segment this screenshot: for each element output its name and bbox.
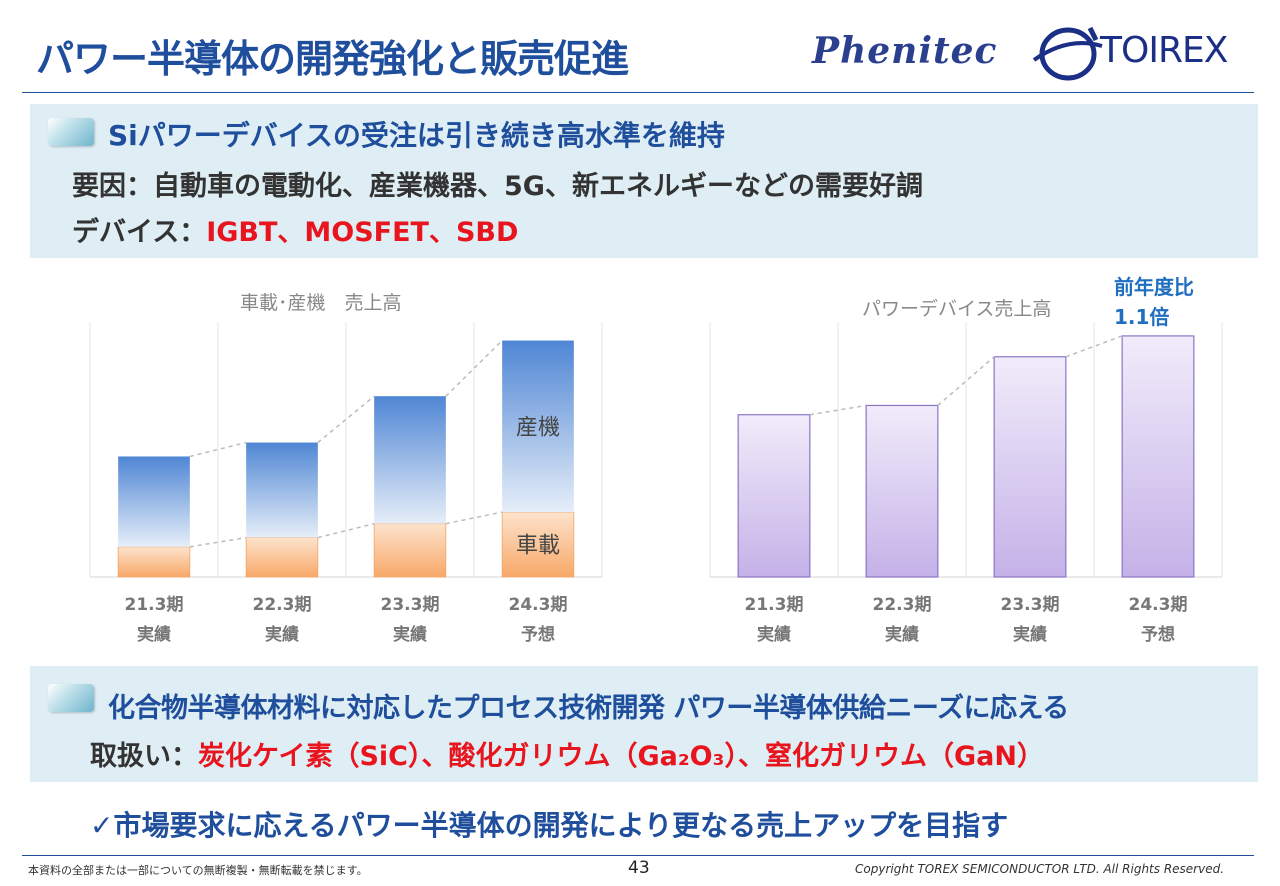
device-text: IGBT、MOSFET、SBD: [206, 217, 519, 248]
series-label-shaki: 車載: [516, 534, 560, 559]
chart-2-title: パワーデバイス売上高: [862, 298, 1052, 320]
tick-status: 予想: [521, 625, 555, 645]
page-title: パワー半導体の開発強化と販売促進: [36, 37, 629, 81]
section-1-box: [30, 104, 1258, 258]
tick-label: 21.3期実績: [719, 590, 829, 650]
section-1-heading: Siパワーデバイスの受注は引き続き高水準を維持: [108, 119, 725, 152]
tick-period: 24.3期: [508, 595, 568, 615]
phenitec-logo: Phenitec: [812, 30, 998, 72]
connector-line: [809, 404, 867, 416]
device-line: デバイス：IGBT、MOSFET、SBD: [72, 210, 518, 249]
copy-notice: 本資料の全部または一部についての無断複製・無断転載を禁じます。: [28, 864, 368, 877]
connector-line: [317, 522, 375, 539]
tick-status: 実績: [265, 625, 299, 645]
bar-shaki: [117, 546, 191, 578]
chart-2: [709, 322, 1223, 578]
handling-text: 炭化ケイ素（SiC）、酸化ガリウム（Ga₂O₃）、窒化ガリウム（GaN）: [198, 741, 1044, 772]
bar-sanki: [246, 442, 318, 538]
factor-label: 要因：: [72, 171, 153, 202]
section-2-heading: 化合物半導体材料に対応したプロセス技術開発 パワー半導体供給ニーズに応える: [108, 693, 1069, 724]
bar-power-device: [1121, 335, 1195, 578]
tick-period: 21.3期: [744, 595, 804, 615]
torex-logo-mark-icon: [1032, 26, 1103, 81]
tick-status: 予想: [1141, 625, 1175, 645]
tick-period: 23.3期: [380, 595, 440, 615]
bar-shaki: [373, 523, 447, 578]
page-number: 43: [628, 858, 650, 878]
connector-line: [189, 441, 247, 458]
series-label-sanki: 産機: [516, 415, 560, 440]
conclusion-text: ✓市場要求に応えるパワー半導体の開発により更なる売上アップを目指す: [90, 809, 1009, 842]
torex-logo: TOIREX: [1100, 30, 1228, 71]
chart-2-annotation: 前年度比 1.1倍: [1114, 275, 1194, 329]
bar-shaki: [501, 511, 575, 578]
tick-period: 24.3期: [1128, 595, 1188, 615]
tick-label: 24.3期予想: [483, 590, 593, 650]
charts-area: 車載･産機 売上高 パワーデバイス売上高 前年度比 1.1倍 車載 産機 21.3…: [30, 262, 1258, 662]
tick-label: 22.3期実績: [847, 590, 957, 650]
bar-power-device: [993, 356, 1067, 578]
tick-label: 24.3期予想: [1103, 590, 1213, 650]
tick-label: 22.3期実績: [227, 590, 337, 650]
tick-status: 実績: [393, 625, 427, 645]
bar-shaki: [245, 537, 319, 578]
tick-period: 23.3期: [1000, 595, 1060, 615]
connector-line: [189, 536, 247, 548]
bar-sanki: [118, 456, 190, 547]
bullet-square-icon: [48, 118, 94, 146]
factor-text: 自動車の電動化、産業機器、5G、新エネルギーなどの需要好調: [153, 171, 923, 202]
tick-period: 22.3期: [872, 595, 932, 615]
tick-label: 23.3期実績: [355, 590, 465, 650]
tick-status: 実績: [757, 625, 791, 645]
tick-label: 21.3期実績: [99, 590, 209, 650]
title-divider: [22, 92, 1254, 93]
tick-status: 実績: [1013, 625, 1047, 645]
handling-line: 取扱い：炭化ケイ素（SiC）、酸化ガリウム（Ga₂O₃）、窒化ガリウム（GaN）: [90, 734, 1044, 773]
bar-power-device: [865, 404, 939, 578]
bar-power-device: [737, 414, 811, 578]
chart-1-title: 車載･産機 売上高: [240, 292, 402, 314]
footer-divider: [22, 855, 1254, 856]
tick-label: 23.3期実績: [975, 590, 1085, 650]
handling-label: 取扱い：: [90, 741, 198, 772]
tick-period: 22.3期: [252, 595, 312, 615]
tick-status: 実績: [137, 625, 171, 645]
bar-sanki: [374, 396, 446, 524]
connector-line: [445, 340, 503, 397]
connector-line: [445, 511, 503, 525]
tick-period: 21.3期: [124, 595, 184, 615]
connector-line: [1065, 335, 1123, 358]
tick-status: 実績: [885, 625, 919, 645]
section-2-box: [30, 666, 1258, 782]
bullet-square-icon: [48, 684, 94, 712]
factor-line: 要因：自動車の電動化、産業機器、5G、新エネルギーなどの需要好調: [72, 164, 923, 203]
copyright: Copyright TOREX SEMICONDUCTOR LTD. All R…: [855, 862, 1225, 876]
bar-sanki: [502, 340, 574, 513]
device-label: デバイス：: [72, 217, 207, 248]
